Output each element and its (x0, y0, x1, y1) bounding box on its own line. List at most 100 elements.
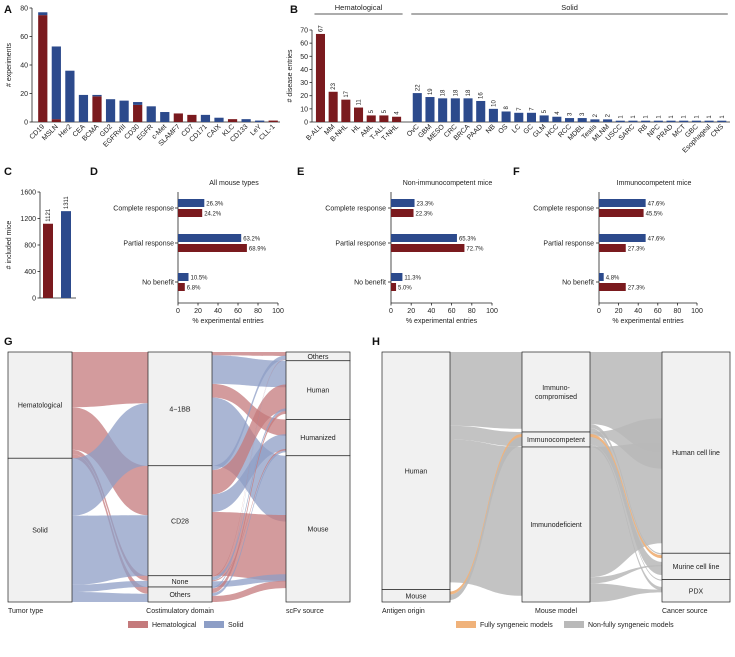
panel-e-chart: E Non-immunocompetent mice 0 20 40 60 80 100 % e… (297, 166, 498, 325)
bar-value-label: 47.6% (648, 202, 666, 208)
bar-value-label: 1 (631, 115, 637, 119)
bar-disease (590, 119, 600, 122)
flow-solid (72, 591, 148, 602)
bar-solid (599, 234, 646, 242)
bar-solid (599, 199, 646, 207)
flow-costim-scfv (212, 408, 286, 581)
bar-disease (315, 33, 325, 122)
bar-hematological (391, 283, 397, 291)
flow-hematological (72, 352, 148, 408)
bar-hematological (268, 120, 278, 122)
flow-non-syngeneic (590, 583, 662, 602)
bar-value-label: 4 (555, 111, 561, 115)
y-tick-label: 1600 (20, 190, 36, 197)
bar-hematological (599, 244, 626, 252)
bar-value-label: 17 (344, 90, 350, 97)
flow-costim-scfv (212, 448, 286, 582)
bar-disease (653, 120, 663, 122)
x-tick-label: 100 (691, 308, 703, 315)
bar-value-label: 11.3% (404, 276, 421, 282)
x-tick-label: 80 (674, 308, 682, 315)
bar-hematological (43, 223, 53, 298)
flow-non-syngeneic (450, 437, 522, 600)
bar-value-label: 4.8% (606, 276, 620, 282)
sankey-node-label: Mouse (307, 526, 328, 533)
sankey-node-label: Human cell line (672, 450, 720, 457)
bar-solid (391, 273, 403, 281)
sankey-node-label: Others (307, 354, 329, 361)
chart-title: Immunocompetent mice (617, 180, 692, 187)
y-tick-label: 800 (24, 243, 36, 250)
flow-fully-syngeneic (450, 434, 522, 595)
bar-value-label: 10 (491, 100, 497, 107)
bar-value-label: 5 (542, 109, 548, 113)
bar-disease (392, 116, 402, 122)
sankey-node-label: CD28 (171, 518, 189, 525)
x-tick-label: NB (485, 123, 497, 135)
bar-disease (438, 98, 448, 122)
category-label: No benefit (142, 280, 174, 287)
bar-value-label: 1 (720, 115, 726, 119)
flow-costim-scfv (212, 359, 286, 589)
bar-solid (200, 114, 211, 122)
legend-label: Hematological (152, 622, 197, 629)
bar-value-label: 45.5% (646, 212, 664, 218)
sankey-node (661, 351, 731, 554)
flow-solid (72, 515, 148, 585)
category-label: Complete response (325, 206, 386, 213)
bar-hematological (92, 96, 102, 122)
flow-fully-syngeneic (590, 434, 662, 559)
sankey-node (521, 351, 591, 433)
bar-disease (425, 97, 435, 122)
bar-solid (160, 112, 170, 122)
y-tick-label: 30 (300, 80, 308, 87)
flow-non-syngeneic (450, 352, 522, 429)
category-label: Complete response (533, 206, 594, 213)
sankey-axis-label: Cancer source (662, 608, 708, 615)
sankey-node (285, 455, 351, 603)
sankey-node (381, 351, 451, 590)
bar-solid (105, 99, 116, 122)
sankey-node (285, 419, 351, 457)
x-tick-label: 40 (428, 308, 436, 315)
bar-solid (38, 12, 48, 16)
x-tick-label: 60 (654, 308, 662, 315)
y-tick-label: 0 (32, 296, 36, 303)
bar-disease (552, 116, 562, 122)
panel-letter: C (4, 166, 12, 178)
sankey-axis-label: scFv source (286, 608, 324, 615)
flow-costim-scfv (212, 450, 286, 596)
bar-value-label: 1 (669, 115, 675, 119)
category-label: No benefit (354, 280, 386, 287)
bar-value-label: 11 (357, 99, 363, 106)
bar-disease (412, 93, 422, 122)
bar-value-label: 6.8% (187, 286, 201, 292)
category-label: Partial response (543, 241, 594, 248)
flow-non-syngeneic (590, 442, 662, 578)
sankey-node (147, 586, 213, 603)
x-tick-label: 0 (176, 308, 180, 315)
panel-letter: A (4, 4, 12, 16)
bar-hematological (178, 209, 203, 217)
bar-solid (133, 102, 143, 105)
bar-solid (178, 273, 189, 281)
bar-disease (354, 107, 364, 122)
sankey-node-label: Human (405, 468, 428, 475)
bar-disease (641, 120, 651, 122)
bar-disease (577, 118, 587, 122)
bar-value-label: 5 (382, 109, 388, 113)
panel-h-sankey: H Human Mouse Immuno-compromised Immunocompe… (372, 336, 731, 629)
sankey-node-label: Mouse (405, 593, 426, 600)
bar-hematological (599, 283, 626, 291)
bar-value-label: 47.6% (648, 237, 666, 243)
sankey-axis-label: Antigen origin (382, 608, 425, 615)
bar-value-label: 68.9% (249, 247, 267, 253)
bar-value-label: 2 (593, 113, 599, 117)
bar-disease (615, 120, 625, 122)
y-tick-label: 70 (300, 28, 308, 35)
y-tick-label: 1200 (20, 216, 36, 223)
x-axis-label: % experimental entries (192, 318, 264, 325)
bar-hematological (133, 104, 143, 122)
bar-value-label: 63.2% (243, 237, 261, 243)
bar-value-label: 3 (568, 112, 574, 116)
